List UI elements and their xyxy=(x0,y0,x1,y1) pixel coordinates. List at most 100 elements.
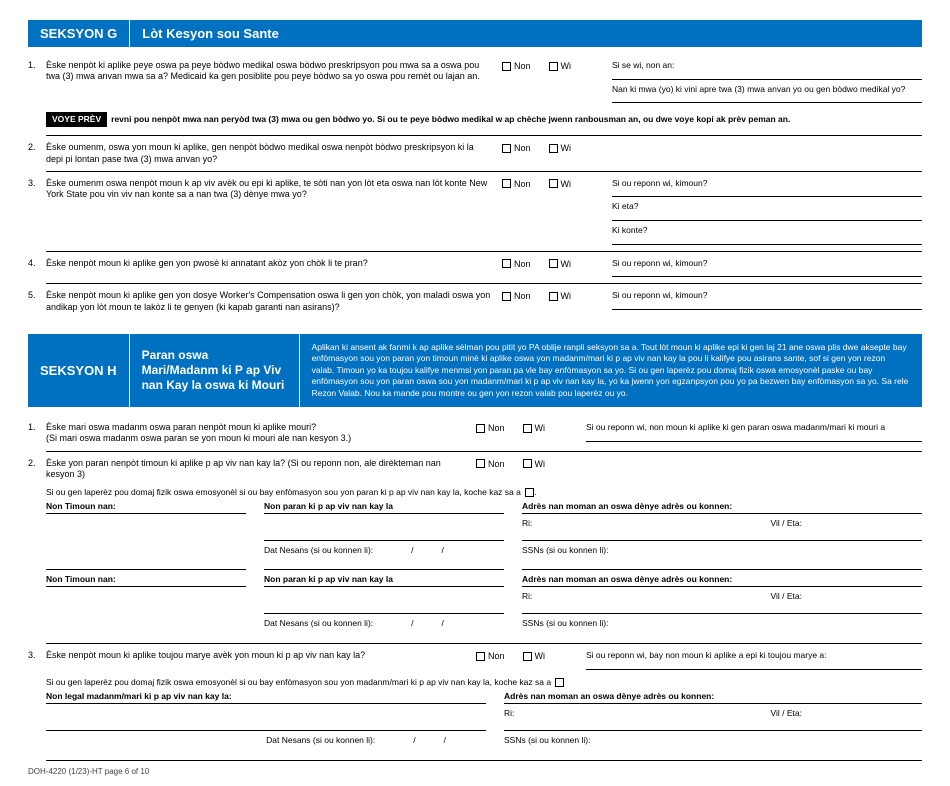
parent1-name-field[interactable] xyxy=(264,513,504,540)
h-q2-text: Èske yon paran nenpòt timoun ki aplike p… xyxy=(46,458,476,481)
q1-checks: Non Wi xyxy=(502,60,612,71)
section-g-label: SEKSYON G xyxy=(28,20,130,47)
wi-label: Wi xyxy=(561,61,572,71)
h-q2-row: 2. Èske yon paran nenpòt timoun ki aplik… xyxy=(28,455,922,484)
q3-non-checkbox[interactable] xyxy=(502,179,511,188)
q3-state-field[interactable] xyxy=(612,220,922,221)
voye-text: revni pou nenpòt mwa nan peryòd twa (3) … xyxy=(111,114,790,124)
child-grid-1: Non Timoun nan: Non paran ki p ap viv na… xyxy=(46,501,922,567)
h-q2-non-checkbox[interactable] xyxy=(476,459,485,468)
section-h-title: Paran oswa Mari/Madanm ki P ap Viv nan K… xyxy=(130,334,300,407)
h-q1-text: Èske mari oswa madanm oswa paran nenpòt … xyxy=(46,422,466,433)
h-q3-fear-checkbox[interactable] xyxy=(555,678,564,687)
voye-prev-line: VOYE PRÈV revni pou nenpòt mwa nan peryòd… xyxy=(46,112,922,127)
q1-right2: Nan ki mwa (yo) ki vini apre twa (3) mwa… xyxy=(612,84,922,95)
q4-wi-checkbox[interactable] xyxy=(549,259,558,268)
q3-who-field[interactable] xyxy=(612,196,922,197)
q5-wi-checkbox[interactable] xyxy=(549,292,558,301)
h-q1-sub: (Si mari oswa madanm oswa paran se yon m… xyxy=(46,433,466,444)
child2-name-field[interactable] xyxy=(46,586,246,613)
q1-rightcol: Si se wi, non an: Nan ki mwa (yo) ki vin… xyxy=(612,60,922,103)
addr2-line1[interactable]: Ri: Vil / Eta: xyxy=(522,586,922,613)
section-g-header: SEKSYON G Lòt Kesyon sou Sante xyxy=(28,20,922,47)
g-q1-row: 1. Èske nenpòt ki aplike peye oswa pa pe… xyxy=(28,57,922,106)
q-num: 2. xyxy=(28,142,46,152)
col1-header-2: Non Timoun nan: xyxy=(46,569,246,586)
h-q3-wi-checkbox[interactable] xyxy=(523,652,532,661)
section-h-desc: Aplikan ki ansent ak fanmi k ap aplike s… xyxy=(300,334,922,407)
q2-wi-checkbox[interactable] xyxy=(549,144,558,153)
section-h-label: SEKSYON H xyxy=(28,334,130,407)
g-q2-row: 2. Èske oumenm, oswa yon moun ki aplike,… xyxy=(28,139,922,168)
q5-non-checkbox[interactable] xyxy=(502,292,511,301)
q-num: 3. xyxy=(28,650,46,660)
h-q3-fear-line: Si ou gen laperèz pou domaj fizik oswa e… xyxy=(46,677,922,687)
h-q3-row: 3. Èske nenpòt moun ki aplike toujou mar… xyxy=(28,647,922,673)
q1-wi-checkbox[interactable] xyxy=(549,62,558,71)
child-grid-2: Non Timoun nan: Non paran ki p ap viv na… xyxy=(46,569,922,640)
addr2-ssn[interactable]: SSNs (si ou konnen li): xyxy=(522,613,922,640)
h-q2-wi-checkbox[interactable] xyxy=(523,459,532,468)
h-q3-right: Si ou reponn wi, bay non moun ki aplike … xyxy=(586,650,922,661)
spouse-name-field[interactable] xyxy=(46,703,486,730)
parent2-name-field[interactable] xyxy=(264,586,504,613)
q3-r3: Ki konte? xyxy=(612,225,922,236)
col3-header: Adrès nan moman an oswa dènye adrès ou k… xyxy=(522,501,922,513)
h-q1-non-checkbox[interactable] xyxy=(476,424,485,433)
q-text: Èske nenpòt moun ki aplike gen yon dosye… xyxy=(46,290,502,313)
h-q1-wi-checkbox[interactable] xyxy=(523,424,532,433)
q-num: 5. xyxy=(28,290,46,300)
page-footer: DOH-4220 (1/23)-HT page 6 of 10 xyxy=(28,767,922,776)
q-text: Èske nenpòt moun ki aplike gen yon pwosè… xyxy=(46,258,502,269)
h-q2-fear-line: Si ou gen laperèz pou domaj fizik oswa e… xyxy=(46,487,922,497)
q5-r1: Si ou reponn wi, kimoun? xyxy=(612,290,922,301)
q1-non-checkbox[interactable] xyxy=(502,62,511,71)
col2-header: Non paran ki p ap viv nan kay la xyxy=(264,501,504,513)
spouse-dob[interactable]: Dat Nesans (si ou konnen li): / / xyxy=(46,730,486,757)
child1-name-field[interactable] xyxy=(46,513,246,540)
h-q2-fear: Si ou gen laperèz pou domaj fizik oswa e… xyxy=(46,487,521,497)
q1-right1: Si se wi, non an: xyxy=(612,60,922,71)
h-q2-fear-checkbox[interactable] xyxy=(525,488,534,497)
q-num: 1. xyxy=(28,60,46,70)
parent1-dob[interactable]: Dat Nesans (si ou konnen li): / / xyxy=(264,540,504,567)
q-text: Èske oumenm, oswa yon moun ki aplike, ge… xyxy=(46,142,502,165)
col3-header-2: Adrès nan moman an oswa dènye adrès ou k… xyxy=(522,569,922,586)
g-q4-row: 4. Èske nenpòt moun ki aplike gen yon pw… xyxy=(28,255,922,281)
q3-wi-checkbox[interactable] xyxy=(549,179,558,188)
g-q5-row: 5. Èske nenpòt moun ki aplike gen yon do… xyxy=(28,287,922,316)
q4-non-checkbox[interactable] xyxy=(502,259,511,268)
q3-county-field[interactable] xyxy=(612,244,922,245)
h-q3-non-checkbox[interactable] xyxy=(476,652,485,661)
spouse-col2-header: Adrès nan moman an oswa dènye adrès ou k… xyxy=(504,691,922,703)
spouse-ssn[interactable]: SSNs (si ou konnen li): xyxy=(504,730,922,757)
section-h-header: SEKSYON H Paran oswa Mari/Madanm ki P ap… xyxy=(28,334,922,407)
h-q3-field[interactable] xyxy=(586,669,922,670)
voye-prev-badge: VOYE PRÈV xyxy=(46,112,107,127)
h-q1-field[interactable] xyxy=(586,441,922,442)
q3-r2: Ki eta? xyxy=(612,201,922,212)
col2-header-2: Non paran ki p ap viv nan kay la xyxy=(264,569,504,586)
q4-who-field[interactable] xyxy=(612,276,922,277)
q2-non-checkbox[interactable] xyxy=(502,144,511,153)
h-q3-text: Èske nenpòt moun ki aplike toujou marye … xyxy=(46,650,476,661)
addr1-ssn[interactable]: SSNs (si ou konnen li): xyxy=(522,540,922,567)
q-num: 3. xyxy=(28,178,46,188)
section-g-title: Lòt Kesyon sou Sante xyxy=(130,20,291,47)
non-label: Non xyxy=(514,61,531,71)
h-q3-fear: Si ou gen laperèz pou domaj fizik oswa e… xyxy=(46,677,551,687)
q1-months-field[interactable] xyxy=(612,102,922,103)
spouse-addr[interactable]: Ri: Vil / Eta: xyxy=(504,703,922,730)
addr1-line1[interactable]: Ri: Vil / Eta: xyxy=(522,513,922,540)
q3-r1: Si ou reponn wi, kimoun? xyxy=(612,178,922,189)
q1-name-field[interactable] xyxy=(612,79,922,80)
q4-r1: Si ou reponn wi, kimoun? xyxy=(612,258,922,269)
h-q1-row: 1. Èske mari oswa madanm oswa paran nenp… xyxy=(28,419,922,448)
q-num: 2. xyxy=(28,458,46,468)
col1-header: Non Timoun nan: xyxy=(46,501,246,513)
q-num: 4. xyxy=(28,258,46,268)
parent2-dob[interactable]: Dat Nesans (si ou konnen li): / / xyxy=(264,613,504,640)
g-q3-row: 3. Èske oumenm oswa nenpòt moun k ap viv… xyxy=(28,175,922,248)
q5-who-field[interactable] xyxy=(612,309,922,310)
q-num: 1. xyxy=(28,422,46,432)
